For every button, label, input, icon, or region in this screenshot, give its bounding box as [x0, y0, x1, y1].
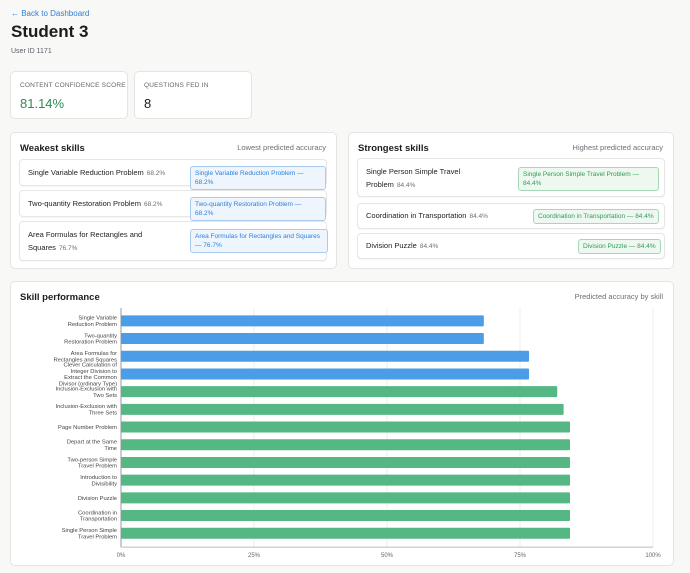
category-label: Depart at the Same Time: [67, 440, 117, 452]
category-label: Inclusion-Exclusion with Three Sets: [55, 404, 117, 416]
questions-fed-value: 8: [144, 96, 152, 111]
back-to-dashboard-link[interactable]: ← Back to Dashboard: [11, 9, 90, 18]
category-label: Division Puzzle: [78, 496, 117, 502]
skill-performance-panel: Skill performance Predicted accuracy by …: [10, 281, 674, 566]
bar: [121, 492, 571, 504]
skill-tag: Single Variable Reduction Problem — 68.2…: [190, 166, 326, 190]
category-label: Two-person Simple Travel Problem: [67, 457, 117, 469]
category-label: Clever Calculation of Integer Division to…: [59, 363, 118, 388]
x-tick-label: 100%: [645, 553, 661, 559]
strongest-skills-title: Strongest skills: [358, 143, 429, 154]
skill-name: Area Formulas for Rectangles and Squares…: [28, 230, 143, 252]
x-tick-label: 25%: [248, 553, 261, 559]
bar: [121, 333, 484, 345]
category-label: Coordination in Transportation: [78, 510, 117, 522]
bar: [121, 315, 484, 327]
skill-name: Coordination in Transportation 84.4%: [366, 211, 488, 220]
skill-tag: Division Puzzle — 84.4%: [578, 239, 661, 254]
bar: [121, 403, 564, 415]
bar: [121, 368, 530, 380]
skill-performance-subtitle: Predicted accuracy by skill: [574, 292, 663, 301]
strong-skill-item[interactable]: Coordination in Transportation 84.4% Coor…: [357, 203, 665, 229]
strong-skill-item[interactable]: Single Person Simple Travel Problem 84.4%…: [357, 158, 665, 197]
strongest-skills-subtitle: Highest predicted accuracy: [572, 143, 663, 152]
category-label: Single Person Simple Travel Problem: [62, 528, 118, 540]
weakest-skills-title: Weakest skills: [20, 143, 85, 154]
weak-skill-item[interactable]: Single Variable Reduction Problem 68.2% S…: [19, 159, 327, 190]
skill-name: Division Puzzle 84.4%: [366, 241, 439, 250]
skill-performance-title: Skill performance: [20, 292, 100, 303]
skill-performance-chart: 0% 25% 50% 75% 100% Single Variable Reduction …: [54, 308, 661, 559]
category-label: Two-quantity Restoration Problem: [64, 333, 117, 345]
skill-name: Single Variable Reduction Problem 68.2%: [28, 168, 166, 177]
category-label: Inclusion-Exclusion with Two Sets: [55, 387, 117, 399]
weakest-skills-subtitle: Lowest predicted accuracy: [237, 143, 326, 152]
category-label: Single Variable Reduction Problem: [68, 316, 117, 328]
content-confidence-label: CONTENT CONFIDENCE SCORE: [20, 82, 126, 89]
skill-tag: Coordination in Transportation — 84.4%: [533, 209, 659, 224]
bar: [121, 421, 571, 433]
skill-tag: Area Formulas for Rectangles and Squares…: [190, 229, 328, 253]
content-confidence-card: CONTENT CONFIDENCE SCORE 81.14%: [10, 71, 128, 119]
questions-fed-card: QUESTIONS FED IN 8: [134, 71, 252, 119]
strongest-skills-panel: Strongest skills Highest predicted accur…: [348, 132, 674, 269]
bar: [121, 439, 571, 451]
category-label: Area Formulas for Rectangles and Squares: [54, 351, 118, 363]
x-tick-label: 50%: [381, 553, 394, 559]
skill-tag: Two-quantity Restoration Problem — 68.2%: [190, 197, 326, 221]
bar: [121, 527, 571, 539]
category-label: Introduction to Divisibility: [80, 475, 117, 487]
strong-skill-item[interactable]: Division Puzzle 84.4% Division Puzzle — 8…: [357, 233, 665, 259]
page-title: Student 3: [11, 22, 89, 41]
weak-skill-item[interactable]: Area Formulas for Rectangles and Squares…: [19, 221, 328, 261]
bar: [121, 474, 571, 486]
x-tick-label: 0%: [117, 553, 126, 559]
bar: [121, 456, 571, 468]
bar: [121, 350, 530, 362]
content-confidence-value: 81.14%: [20, 96, 65, 111]
questions-fed-label: QUESTIONS FED IN: [144, 82, 209, 89]
skill-name: Single Person Simple Travel Problem 84.4%: [366, 167, 461, 189]
category-label: Page Number Problem: [58, 425, 117, 431]
user-id: User ID 1171: [11, 48, 52, 55]
bar: [121, 386, 558, 398]
weakest-skills-panel: Weakest skills Lowest predicted accuracy…: [10, 132, 337, 269]
weak-skill-item[interactable]: Two-quantity Restoration Problem 68.2% Tw…: [19, 190, 327, 221]
x-tick-label: 75%: [514, 553, 527, 559]
skill-tag: Single Person Simple Travel Problem — 84…: [518, 167, 659, 191]
bar: [121, 510, 571, 522]
skill-name: Two-quantity Restoration Problem 68.2%: [28, 199, 163, 208]
